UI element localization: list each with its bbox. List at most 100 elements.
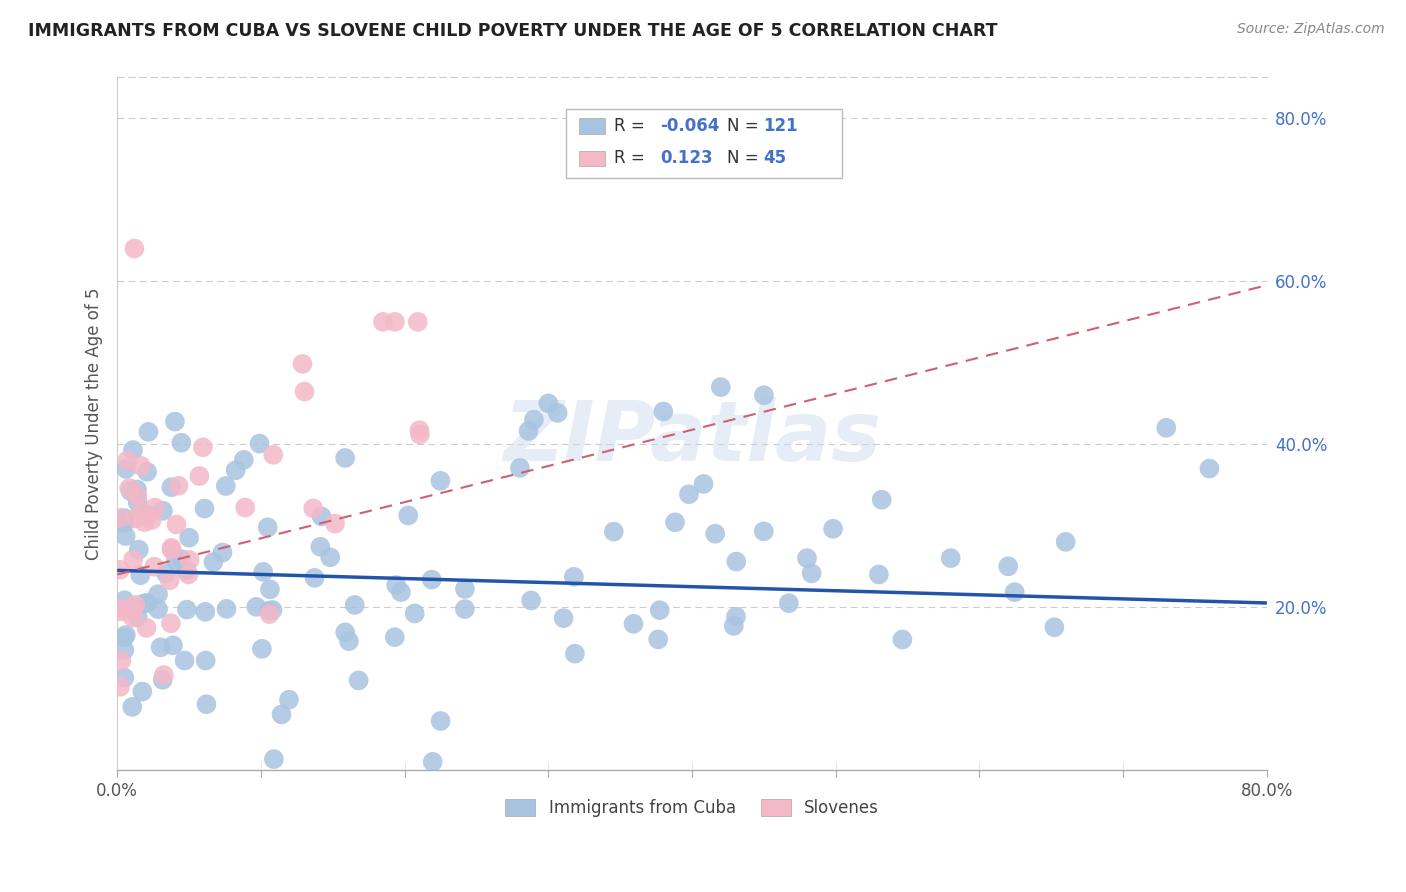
Point [409,427,432,442]
Point [170,552,193,566]
Point [664,516,686,530]
Point [347,673,370,688]
Point [127,495,149,509]
Point [537,396,560,410]
Point [112,671,135,685]
Point [146,587,169,601]
Point [678,487,700,501]
Point [420,573,443,587]
Point [173,653,195,667]
Point [319,550,342,565]
Text: R =: R = [614,117,650,135]
Point [155,566,177,581]
Point [323,516,346,531]
Point [648,603,671,617]
Point [723,619,745,633]
Point [165,553,187,567]
Point [233,500,256,515]
Point [215,479,238,493]
Point [125,511,148,525]
Text: 0.123: 0.123 [659,150,713,168]
Point [1004,585,1026,599]
Point [112,516,135,530]
Point [262,603,284,617]
Point [170,435,193,450]
Point [800,566,823,581]
Point [257,604,280,618]
Point [114,529,136,543]
Point [259,582,281,597]
Point [343,598,366,612]
Point [110,654,132,668]
Point [778,596,800,610]
Point [112,511,135,525]
Point [136,508,159,522]
Point [752,388,775,402]
Point [389,585,412,599]
Point [562,570,585,584]
Point [725,555,748,569]
Point [202,555,225,569]
Legend: Immigrants from Cuba, Slovenes: Immigrants from Cuba, Slovenes [499,792,886,824]
Point [725,609,748,624]
Point [112,515,135,529]
Point [108,511,131,525]
Point [128,542,150,557]
Point [429,714,451,728]
Point [129,458,152,473]
Point [108,604,131,618]
Point [523,412,546,426]
Point [335,625,357,640]
Point [384,315,406,329]
Point [278,692,301,706]
Point [174,563,197,577]
Point [120,484,142,499]
Point [127,489,149,503]
Point [153,668,176,682]
Point [603,524,626,539]
Point [404,607,426,621]
Point [385,578,408,592]
Point [429,474,451,488]
Text: 121: 121 [763,117,799,135]
Point [252,565,274,579]
Point [136,596,159,610]
Point [121,699,143,714]
Point [406,315,429,329]
Point [384,630,406,644]
Point [215,602,238,616]
Point [112,593,135,607]
Point [868,567,890,582]
Point [710,380,733,394]
Point [256,520,278,534]
Point [396,508,419,523]
Point [509,461,531,475]
Point [225,463,247,477]
Point [692,476,714,491]
Point [194,653,217,667]
Point [304,571,326,585]
Point [177,531,200,545]
Point [270,707,292,722]
Point [259,607,281,621]
Point [160,616,183,631]
Point [162,638,184,652]
Point [112,643,135,657]
Point [159,574,181,588]
Point [408,423,430,437]
Point [704,526,727,541]
Point [121,603,143,617]
Point [195,697,218,711]
Point [176,563,198,577]
Point [125,483,148,497]
Point [122,552,145,566]
Point [291,357,314,371]
Point [131,684,153,698]
Point [112,630,135,644]
Point [191,440,214,454]
Point [547,406,569,420]
Point [138,425,160,439]
Point [250,641,273,656]
Y-axis label: Child Poverty Under the Age of 5: Child Poverty Under the Age of 5 [86,287,103,560]
Text: ZIPatlas: ZIPatlas [503,397,882,478]
